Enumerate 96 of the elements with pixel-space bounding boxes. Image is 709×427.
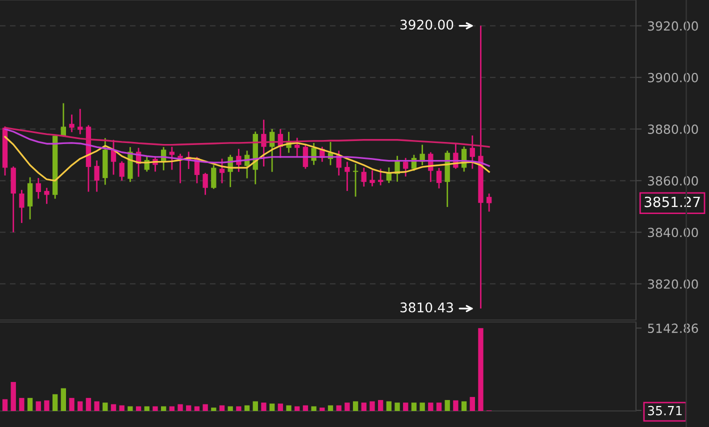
text: 3851.27 — [644, 196, 700, 208]
bar — [403, 402, 408, 411]
bar — [44, 400, 50, 411]
bar — [160, 406, 166, 411]
candlestick — [436, 167, 442, 190]
bar — [69, 398, 74, 411]
y-tick-label: 35.71 — [648, 406, 682, 416]
y-tick-label: 3920.00 — [648, 21, 698, 31]
bar — [378, 400, 384, 411]
bar — [10, 382, 16, 411]
candlestick — [19, 189, 24, 224]
bar — [411, 402, 417, 411]
bar — [294, 406, 300, 411]
bar — [78, 401, 83, 411]
bar — [453, 400, 458, 411]
bar — [461, 401, 467, 411]
candlestick — [361, 167, 366, 188]
bar — [152, 406, 158, 411]
candlestick — [344, 161, 350, 192]
bar — [302, 405, 308, 411]
y-tick-label: 5142.86 — [648, 324, 698, 334]
bar — [178, 404, 183, 411]
bar — [169, 406, 175, 411]
bar — [344, 402, 350, 411]
line-series — [4, 126, 490, 148]
bar — [352, 401, 358, 411]
bar — [194, 406, 200, 411]
bar — [261, 402, 266, 411]
candlestick — [352, 163, 358, 198]
bar — [136, 406, 142, 411]
candlestick — [311, 142, 316, 166]
bar — [94, 401, 100, 411]
bar — [102, 402, 108, 411]
bar — [420, 402, 425, 411]
bar — [428, 402, 434, 411]
y-tick-label: 3900.00 — [648, 72, 698, 82]
bar — [336, 405, 342, 411]
bar — [470, 396, 475, 411]
candlestick — [219, 158, 225, 184]
annotation: 3810.43 — [400, 302, 453, 312]
y-tick-label: 3880.00 — [648, 124, 698, 134]
annotation: 3920.00 — [400, 20, 454, 30]
bar — [110, 404, 116, 411]
bar — [186, 405, 192, 411]
candlestick — [94, 160, 100, 192]
candlestick — [169, 146, 175, 170]
candlestick — [211, 164, 216, 190]
bar — [119, 405, 124, 411]
bar — [436, 402, 442, 411]
candlestick — [44, 187, 50, 205]
bar — [361, 402, 366, 411]
candlestick — [202, 172, 208, 196]
bar — [86, 398, 92, 411]
bar — [228, 406, 233, 411]
bar — [269, 404, 275, 411]
bar — [252, 401, 258, 411]
y-tick-label: 3840.00 — [648, 228, 698, 238]
bar — [370, 401, 375, 411]
bar — [52, 394, 58, 411]
bar — [278, 404, 284, 411]
bar — [244, 405, 250, 411]
candlestick — [119, 160, 124, 182]
candlestick — [36, 177, 41, 200]
candlestick — [69, 114, 74, 133]
candlestick — [403, 157, 408, 178]
bar — [60, 388, 66, 411]
bar — [219, 405, 225, 411]
candlestick — [470, 134, 475, 170]
bar — [128, 406, 133, 411]
candlestick — [370, 170, 375, 188]
candlestick — [294, 137, 300, 158]
bar — [236, 406, 242, 411]
bar — [27, 398, 33, 411]
bar — [394, 402, 400, 411]
bar — [478, 328, 484, 411]
bar — [444, 400, 450, 411]
candlestick — [60, 102, 66, 138]
bar — [2, 399, 8, 411]
y-tick-label: 3820.00 — [648, 279, 698, 289]
candlestick — [178, 153, 183, 184]
bar — [286, 405, 292, 411]
candlestick — [261, 119, 266, 168]
candlestick — [27, 176, 33, 220]
bar — [36, 401, 41, 411]
candlestick — [378, 168, 384, 186]
bar — [386, 401, 392, 411]
bar — [19, 398, 24, 411]
bar — [311, 406, 316, 411]
candlestick — [78, 108, 83, 135]
bar — [211, 408, 216, 411]
candlestick — [486, 192, 492, 212]
bar — [320, 408, 325, 411]
y-tick-label: 3860.00 — [648, 176, 698, 186]
bar — [328, 405, 334, 411]
bar — [144, 406, 150, 411]
bar — [202, 404, 208, 411]
